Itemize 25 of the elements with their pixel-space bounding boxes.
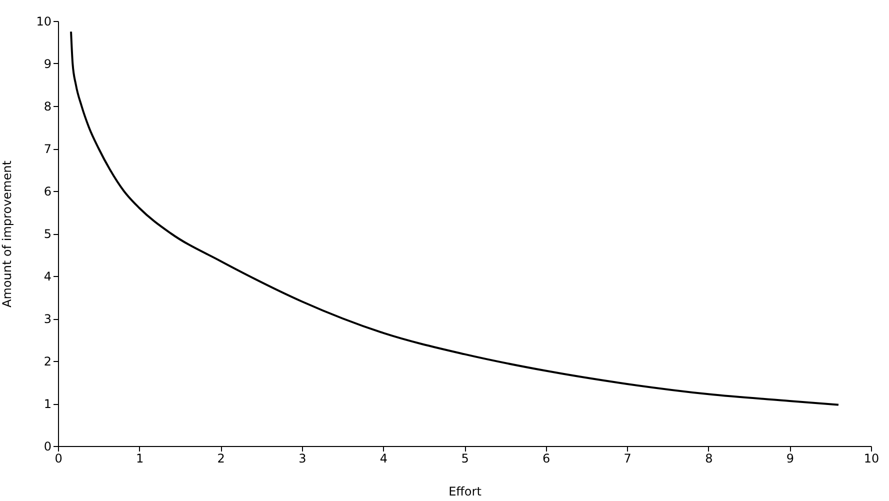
- x-axis-title: Effort: [448, 484, 482, 498]
- y-tick-label: 5: [44, 227, 52, 241]
- y-tick-label: 0: [44, 440, 52, 454]
- x-tick-label: 7: [624, 452, 632, 466]
- x-tick-label: 1: [136, 452, 144, 466]
- line-series: [70, 30, 840, 406]
- y-tick-label: 1: [44, 397, 52, 411]
- y-tick-label: 9: [44, 57, 52, 71]
- y-tick-label: 10: [36, 14, 52, 28]
- x-tick-label: 0: [54, 452, 62, 466]
- y-tick-label: 7: [44, 142, 52, 156]
- x-tick-label: 10: [864, 452, 880, 466]
- y-tick-label: 8: [44, 100, 52, 114]
- y-tick-label: 6: [44, 184, 52, 198]
- x-tick-label: 2: [217, 452, 225, 466]
- y-tick-label: 4: [44, 270, 52, 284]
- y-tick-label: 2: [44, 354, 52, 368]
- x-tick-label: 6: [542, 452, 550, 466]
- x-tick-label: 9: [786, 452, 794, 466]
- x-tick-label: 4: [380, 452, 388, 466]
- y-tick-label: 3: [44, 312, 52, 326]
- x-tick-label: 5: [461, 452, 469, 466]
- y-axis-title: Amount of improvement: [0, 160, 14, 308]
- x-tick-label: 3: [298, 452, 306, 466]
- x-tick-label: 8: [705, 452, 713, 466]
